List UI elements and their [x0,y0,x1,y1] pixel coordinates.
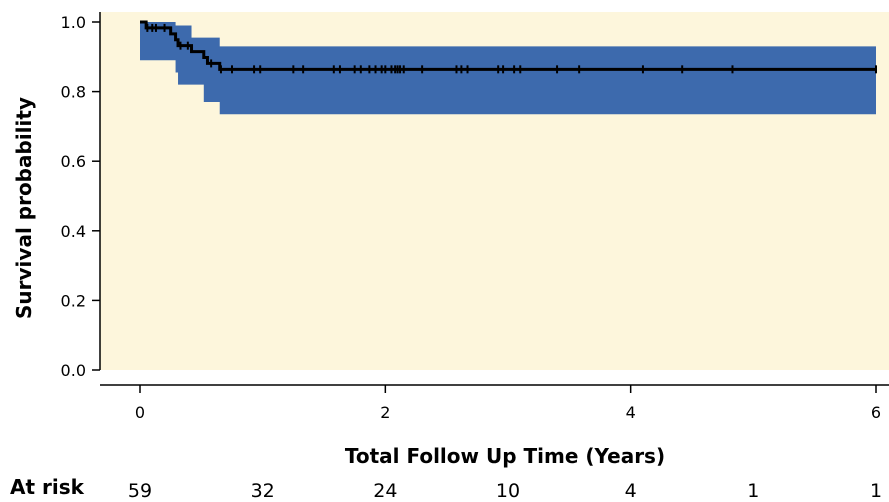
x-tick-label: 0 [135,403,145,422]
y-tick-label: 0.4 [61,222,86,241]
at-risk-value: 24 [373,480,397,502]
at-risk-label: At risk [10,475,85,499]
axes-layer [99,12,889,386]
y-tick-label: 0.2 [61,291,86,310]
y-ticks: 0.0 0.2 0.4 0.6 0.8 1.0 [61,13,100,380]
survival-line-layer [140,20,876,71]
at-risk-value: 59 [128,480,152,502]
x-tick-label: 4 [626,403,636,422]
censor-marks-layer [146,23,877,74]
y-tick-label: 0.6 [61,152,86,171]
y-tick-label: 0.8 [61,83,86,102]
x-ticks: 0 2 4 6 [135,385,881,422]
at-risk-value: 10 [496,480,520,502]
at-risk-values: 59 32 24 10 4 1 1 [128,480,882,502]
x-tick-label: 2 [380,403,390,422]
at-risk-value: 32 [251,480,275,502]
y-tick-label: 1.0 [61,13,86,32]
at-risk-value: 4 [625,480,637,502]
at-risk-value: 1 [747,480,759,502]
x-axis-title: Total Follow Up Time (Years) [345,444,665,468]
y-tick-label: 0.0 [61,361,86,380]
x-tick-label: 6 [871,403,881,422]
at-risk-value: 1 [870,480,882,502]
y-axis-title: Survival probability [12,97,36,319]
survival-line [140,20,876,71]
